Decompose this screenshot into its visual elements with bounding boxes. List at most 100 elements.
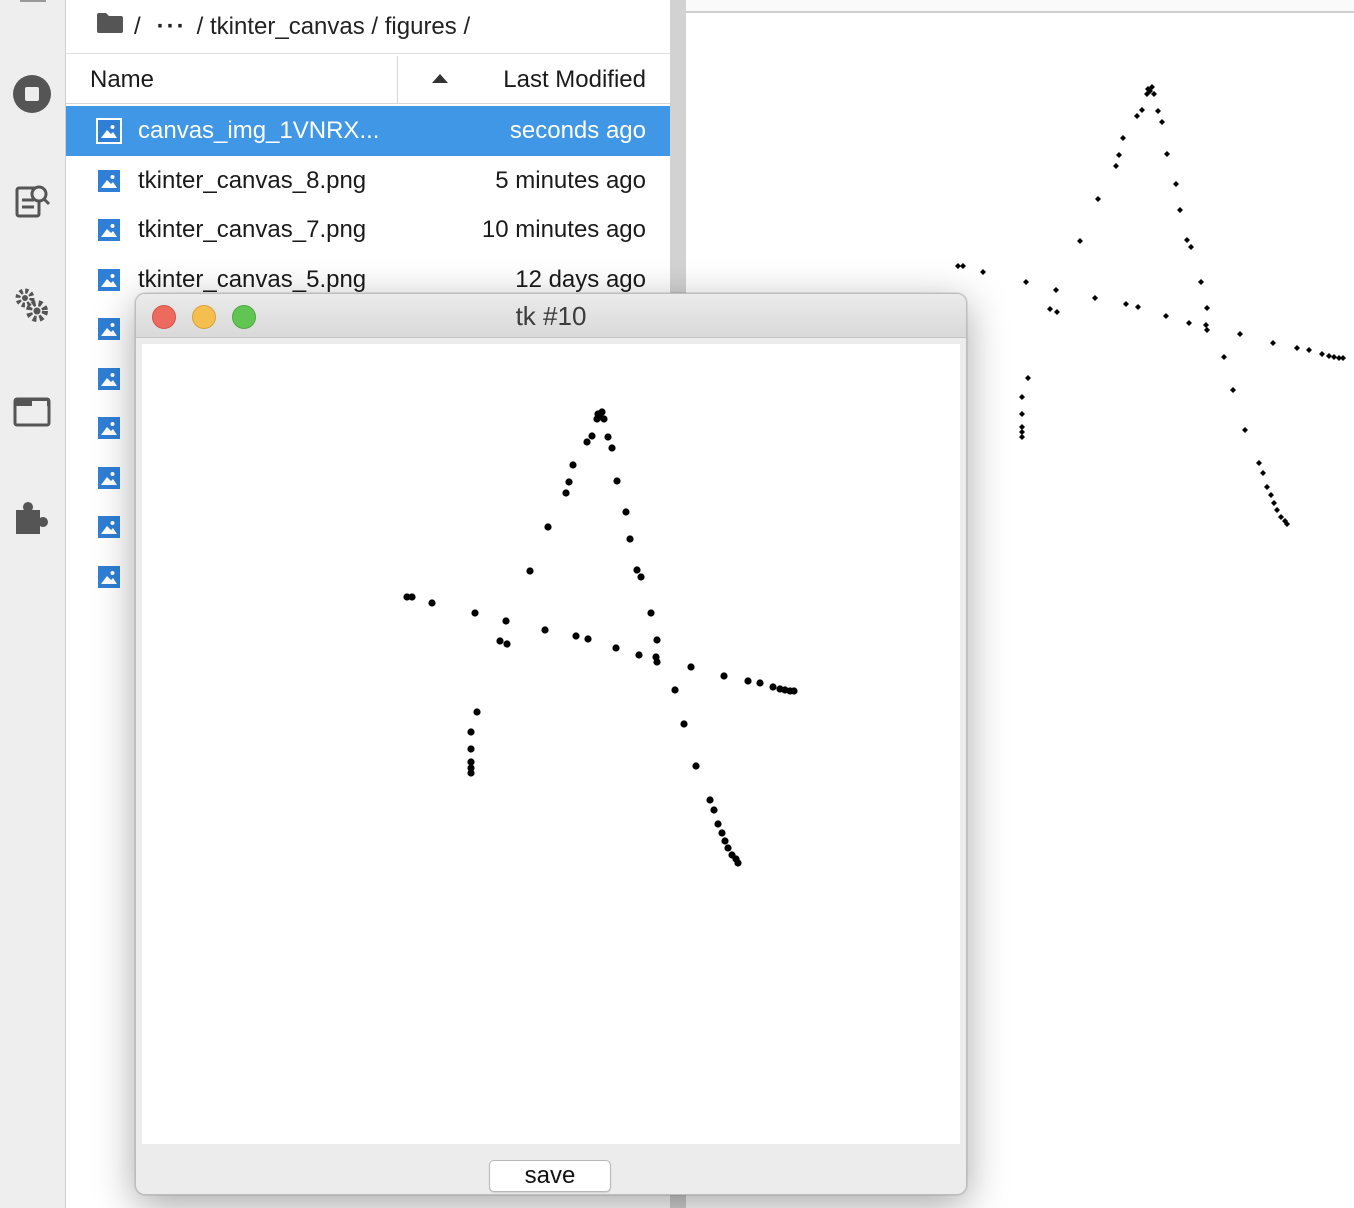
canvas-dot [598,408,606,416]
running-sessions-icon[interactable] [10,178,54,222]
canvas-dot [1242,427,1248,433]
canvas-dot [1019,411,1025,417]
canvas-dot [687,663,695,671]
canvas-dot [588,432,596,440]
canvas-dot [734,859,742,867]
file-list-header: Name Last Modified [66,56,670,104]
breadcrumb: / ··· / tkinter_canvas / figures / [66,0,670,54]
canvas-dot [612,644,620,652]
canvas-dot [1116,152,1122,158]
file-row[interactable]: tkinter_canvas_8.png 5 minutes ago [66,156,670,206]
canvas-dot [1230,387,1236,393]
canvas-dot [790,687,798,695]
column-header-last-modified[interactable]: Last Modified [398,56,670,104]
canvas-dot [710,806,718,814]
canvas-dot [1113,163,1119,169]
canvas-dot [1271,500,1277,506]
canvas-dot [626,535,634,543]
column-header-name[interactable]: Name [66,56,398,104]
canvas-dot [1264,484,1270,490]
canvas-dot [980,269,986,275]
file-row[interactable] [66,453,670,503]
canvas-dot [1054,309,1060,315]
canvas-dot [671,686,679,694]
image-file-icon [96,316,122,342]
canvas-dot [600,415,608,423]
canvas-dot [569,461,577,469]
canvas-dot [1319,351,1325,357]
canvas-dot [1268,492,1274,498]
canvas-dot [608,444,616,452]
canvas-dot [583,438,591,446]
canvas-dot [1204,327,1210,333]
canvas-dot [769,683,777,691]
canvas-dot [1023,279,1029,285]
canvas-dot [724,844,732,852]
activity-bar [0,0,66,1208]
file-row[interactable]: canvas_img_1VNRX... seconds ago [66,106,670,156]
file-row[interactable] [66,304,670,354]
stop-circle-icon[interactable] [10,72,54,116]
breadcrumb-ellipsis[interactable]: ··· [156,12,187,40]
canvas-dot [1019,394,1025,400]
drawing-canvas[interactable] [142,344,960,1144]
canvas-dot [720,672,728,680]
canvas-dot [562,489,570,497]
canvas-dot [1123,301,1129,307]
save-button[interactable]: save [489,1160,611,1192]
gears-icon[interactable] [10,284,54,328]
canvas-dot [653,658,661,666]
canvas-dot [471,609,479,617]
close-window-button[interactable] [152,305,176,329]
column-name-label: Name [90,66,155,93]
image-file-icon [96,167,122,194]
breadcrumb-path[interactable]: / tkinter_canvas / figures / [196,12,471,40]
file-name: canvas_img_1VNRX... [138,117,380,144]
activity-bar-handle [20,0,46,2]
image-file-icon [96,464,122,491]
file-modified: 12 days ago [515,265,646,293]
canvas-dot [1270,340,1276,346]
canvas-dot [467,769,475,777]
maximize-window-button[interactable] [232,305,256,329]
canvas-dot [467,745,475,753]
canvas-dot [503,640,511,648]
canvas-dot [541,626,549,634]
canvas-dot [1019,429,1025,435]
file-row[interactable] [66,552,670,602]
folder-icon[interactable] [96,12,124,41]
canvas-dot [635,651,643,659]
canvas-dot [496,637,504,645]
canvas-dot [1284,521,1290,527]
window-titlebar[interactable]: tk #10 [136,294,966,338]
viewer-tab-bar [686,0,1354,13]
canvas-dot [1260,470,1266,476]
canvas-dot [647,609,655,617]
canvas-dot [403,593,411,601]
canvas-dot [653,636,661,644]
canvas-dot [428,599,436,607]
canvas-dot [1331,354,1337,360]
canvas-dot [1159,119,1165,125]
canvas-dot [1025,375,1031,381]
extension-puzzle-icon[interactable] [10,496,54,540]
file-row[interactable] [66,502,670,552]
canvas-dot [756,679,764,687]
file-row[interactable]: tkinter_canvas_5.png 12 days ago [66,255,670,305]
canvas-dot [1340,355,1346,361]
tabs-icon[interactable] [10,390,54,434]
canvas-dot [960,263,966,269]
file-row[interactable] [66,354,670,404]
canvas-dot [604,433,612,441]
canvas-dot [473,708,481,716]
canvas-dot [692,762,700,770]
file-modified: 10 minutes ago [481,216,646,243]
file-row[interactable]: tkinter_canvas_7.png 10 minutes ago [66,205,670,255]
canvas-dot [1326,353,1332,359]
minimize-window-button[interactable] [192,305,216,329]
file-row[interactable] [66,403,670,453]
canvas-dot [1149,84,1155,90]
file-name: tkinter_canvas_7.png [138,216,367,243]
canvas-dot [1204,305,1210,311]
canvas-dot [572,632,580,640]
